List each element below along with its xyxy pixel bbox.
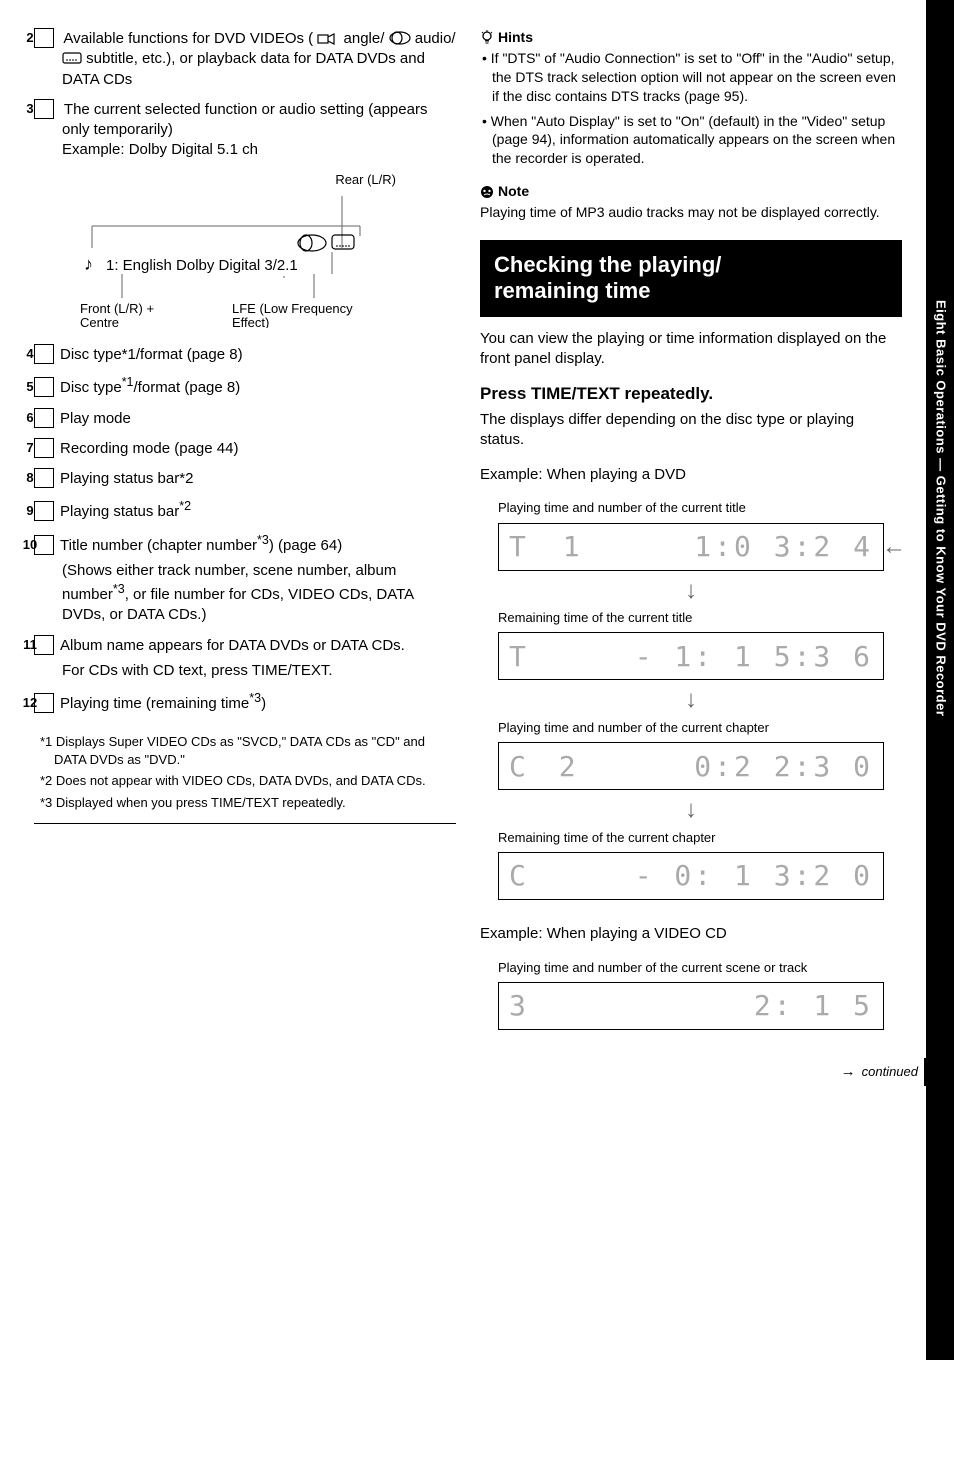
sub-11: For CDs with CD text, press TIME/TEXT. bbox=[34, 661, 456, 681]
section-title: Checking the playing/remaining time bbox=[480, 240, 902, 317]
lcd-caption-4: Remaining time of the current chapter bbox=[498, 829, 902, 847]
lcd-caption-3: Playing time and number of the current c… bbox=[498, 719, 902, 737]
left-column: 2 Available functions for DVD VIDEOs ( a… bbox=[34, 28, 456, 1030]
lcd-4: C - 0: 1 3:2 0 bbox=[498, 852, 884, 900]
step-body: The displays differ depending on the dis… bbox=[480, 410, 902, 451]
list-item-2: 2 Available functions for DVD VIDEOs ( a… bbox=[34, 28, 456, 90]
hint-1: • If "DTS" of "Audio Connection" is set … bbox=[480, 49, 902, 106]
page-footer: → continued 29 bbox=[0, 1058, 954, 1102]
footnote-2: *2 Does not appear with VIDEO CDs, DATA … bbox=[34, 772, 456, 790]
hints-heading: Hints bbox=[480, 28, 902, 47]
sub-10: (Shows either track number, scene number… bbox=[34, 561, 456, 626]
lcd-5: 3 2: 1 5 bbox=[498, 982, 884, 1030]
arrow-annotation: ← bbox=[882, 530, 906, 562]
lcd-caption-2: Remaining time of the current title bbox=[498, 609, 902, 627]
angle-icon bbox=[317, 31, 339, 45]
dolby-line: 1: English Dolby Digital 3/2.1 bbox=[106, 257, 298, 274]
example-2-head: Example: When playing a VIDEO CD bbox=[480, 924, 902, 944]
lcd-3: C 2 0:2 2:3 0 bbox=[498, 742, 884, 790]
lcd-2: T - 1: 1 5:3 6 bbox=[498, 632, 884, 680]
note-body: Playing time of MP3 audio tracks may not… bbox=[480, 203, 902, 222]
hint-2: • When "Auto Display" is set to "On" (de… bbox=[480, 112, 902, 169]
list-item-7: 7Recording mode (page 44) bbox=[34, 438, 456, 459]
lfe-label: LFE (Low Frequency bbox=[232, 301, 353, 316]
right-column: Hints • If "DTS" of "Audio Connection" i… bbox=[480, 28, 924, 1030]
audio-icon bbox=[389, 31, 411, 45]
step-heading: Press TIME/TEXT repeatedly. bbox=[480, 383, 902, 406]
lcd-caption-1: Playing time and number of the current t… bbox=[498, 499, 902, 517]
note-glyph: ♪ bbox=[84, 254, 93, 274]
rear-label: Rear (L/R) bbox=[62, 171, 456, 189]
item-number: 2 bbox=[34, 28, 54, 48]
example-1-head: Example: When playing a DVD bbox=[480, 465, 902, 485]
list-item-11: 11Album name appears for DATA DVDs or DA… bbox=[34, 635, 456, 656]
note-heading: Note bbox=[480, 182, 902, 201]
list-item-6: 6Play mode bbox=[34, 408, 456, 429]
down-arrow-icon: ↓ bbox=[498, 684, 884, 716]
dolby-svg: ♪ 1: English Dolby Digital 3/2.1 Front (… bbox=[62, 188, 422, 328]
down-arrow-icon: ↓ bbox=[498, 794, 884, 826]
note-icon bbox=[480, 185, 494, 199]
continued-label: continued bbox=[862, 1063, 918, 1081]
hint-icon bbox=[480, 30, 494, 44]
dolby-diagram: Rear (L/R) ♪ 1: English Dolby Digital 3/… bbox=[62, 171, 456, 329]
svg-text:Centre: Centre bbox=[80, 315, 119, 328]
sidebar-label: Eight Basic Operations — Getting to Know… bbox=[932, 300, 950, 716]
footnote-1: *1 Displays Super VIDEO CDs as "SVCD," D… bbox=[34, 733, 456, 768]
section-intro: You can view the playing or time informa… bbox=[480, 329, 902, 370]
subtitle-icon bbox=[62, 51, 82, 65]
svg-text:Effect): Effect) bbox=[232, 315, 269, 328]
list-item-9: 9Playing status bar*2 bbox=[34, 498, 456, 522]
item-text: Available functions for DVD VIDEOs ( ang… bbox=[62, 30, 456, 88]
down-arrow-icon: ↓ bbox=[498, 575, 884, 607]
front-label: Front (L/R) + bbox=[80, 301, 154, 316]
continued-arrow-icon: → bbox=[841, 1062, 856, 1082]
list-item-10: 10Title number (chapter number*3) (page … bbox=[34, 532, 456, 556]
lcd-caption-5: Playing time and number of the current s… bbox=[498, 959, 902, 977]
divider bbox=[34, 823, 456, 824]
list-item-3: 3 The current selected function or audio… bbox=[34, 99, 456, 161]
list-item-12: 12Playing time (remaining time*3) bbox=[34, 690, 456, 714]
list-item-4: 4Disc type*1/format (page 8) bbox=[34, 344, 456, 365]
item-text: The current selected function or audio s… bbox=[62, 101, 427, 159]
item-number: 3 bbox=[34, 99, 54, 119]
list-item-5: 5Disc type*1/format (page 8) bbox=[34, 374, 456, 398]
list-item-8: 8Playing status bar*2 bbox=[34, 468, 456, 489]
sidebar-tab: Eight Basic Operations — Getting to Know… bbox=[926, 0, 954, 1360]
lcd-1: T 1 1:0 3:2 4 bbox=[498, 523, 884, 571]
footnote-3: *3 Displayed when you press TIME/TEXT re… bbox=[34, 794, 456, 812]
